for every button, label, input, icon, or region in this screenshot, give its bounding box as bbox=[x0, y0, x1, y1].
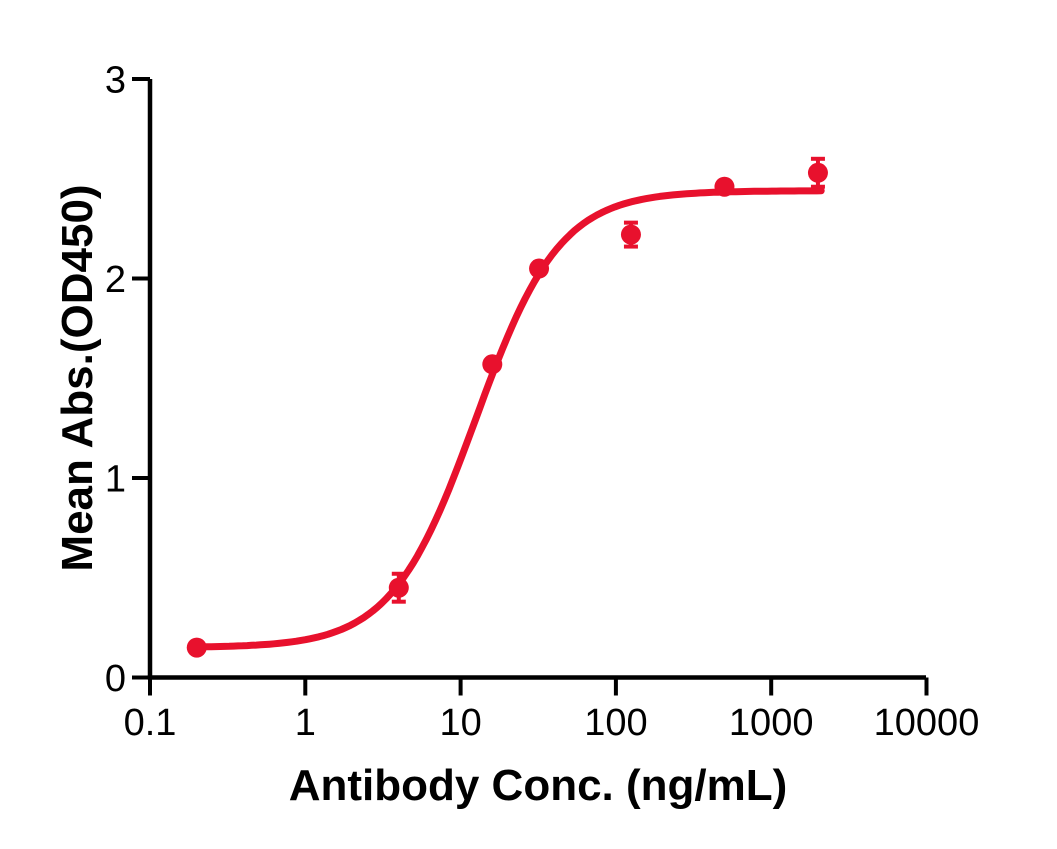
fit-curve-group bbox=[189, 187, 825, 651]
x-tick-label: 10000 bbox=[874, 702, 980, 744]
x-tick-label: 1 bbox=[295, 702, 316, 744]
y-tick-label: 3 bbox=[105, 60, 126, 102]
y-tick-label: 2 bbox=[105, 259, 126, 301]
error-bars-group bbox=[189, 156, 825, 654]
x-tick-label: 100 bbox=[584, 702, 647, 744]
ticks-group bbox=[132, 77, 929, 696]
data-point bbox=[529, 258, 550, 279]
y-axis-title: Mean Abs.(OD450) bbox=[53, 184, 102, 571]
data-point bbox=[714, 176, 735, 197]
x-axis-title: Antibody Conc. (ng/mL) bbox=[289, 761, 788, 810]
y-tick-label: 0 bbox=[105, 658, 126, 700]
data-point bbox=[388, 577, 409, 598]
axes-group bbox=[147, 79, 926, 680]
x-tick-label: 10 bbox=[439, 702, 481, 744]
data-point bbox=[620, 224, 641, 245]
x-tick-label: 1000 bbox=[729, 702, 814, 744]
data-point bbox=[482, 354, 503, 375]
y-tick-label: 1 bbox=[105, 459, 126, 501]
dose-response-curve bbox=[189, 187, 825, 651]
data-point bbox=[186, 637, 207, 658]
data-points-group bbox=[186, 162, 828, 658]
tick-labels-group: 0 1 2 3 0.1 1 10 100 1000 10000 bbox=[105, 60, 979, 745]
data-point bbox=[807, 162, 828, 183]
x-tick-label: 0.1 bbox=[124, 702, 177, 744]
